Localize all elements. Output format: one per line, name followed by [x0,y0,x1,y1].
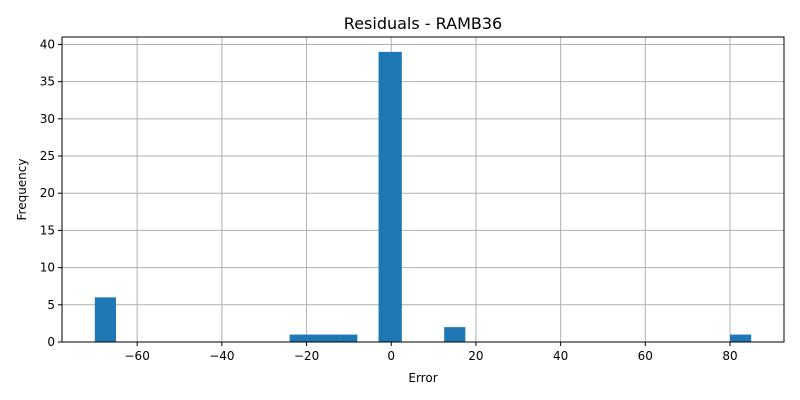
histogram-bar [378,51,402,342]
y-tick-label: 20 [40,186,55,200]
x-tick-label: −20 [294,349,319,363]
y-axis-label: Frequency [15,159,29,221]
histogram-bar [444,327,466,342]
y-tick: 40 [40,37,62,51]
x-tick-label: 60 [638,349,653,363]
chart-title: Residuals - RAMB36 [344,14,502,33]
grid-lines [62,37,784,343]
y-tick-label: 15 [40,223,55,237]
y-tick: 20 [40,186,62,200]
histogram-bar [340,334,358,342]
x-tick: 20 [468,342,484,363]
y-tick-label: 0 [47,335,55,349]
histogram-bars [94,51,752,342]
x-tick: 80 [722,342,738,363]
x-tick: 0 [387,342,395,363]
x-tick-label: −40 [209,349,234,363]
y-tick: 10 [40,261,62,275]
histogram-bar [730,334,752,342]
x-tick: −20 [294,342,319,363]
y-tick: 30 [40,112,62,126]
y-tick: 25 [40,149,62,163]
axes-frame [61,36,785,343]
y-tick-label: 35 [40,75,55,89]
x-tick-label: 40 [553,349,568,363]
y-tick: 0 [47,335,62,349]
y-tick-label: 40 [40,37,55,51]
histogram-bar [289,334,307,342]
x-tick-label: 20 [468,349,483,363]
x-axis-label: Error [408,371,437,385]
x-tick: 40 [553,342,568,363]
y-tick-label: 25 [40,149,55,163]
y-axis-ticks: 0 5 10 15 20 25 30 35 40 [40,37,62,349]
x-tick-label: 80 [722,349,737,363]
y-tick-label: 10 [40,261,55,275]
histogram-bar [94,297,116,342]
x-tick-label: −60 [125,349,150,363]
y-tick-label: 5 [47,298,55,312]
x-tick: −60 [125,342,150,363]
x-tick-label: 0 [387,349,395,363]
x-tick: 60 [638,342,653,363]
histogram-bar [306,334,324,342]
y-tick-label: 30 [40,112,55,126]
y-tick: 15 [40,223,62,237]
x-tick: −40 [209,342,235,363]
y-tick: 5 [47,298,62,312]
histogram-bar [323,334,341,342]
y-tick: 35 [40,75,62,89]
x-axis-ticks: −60 −40 −20 0 20 40 60 80 [125,342,738,363]
